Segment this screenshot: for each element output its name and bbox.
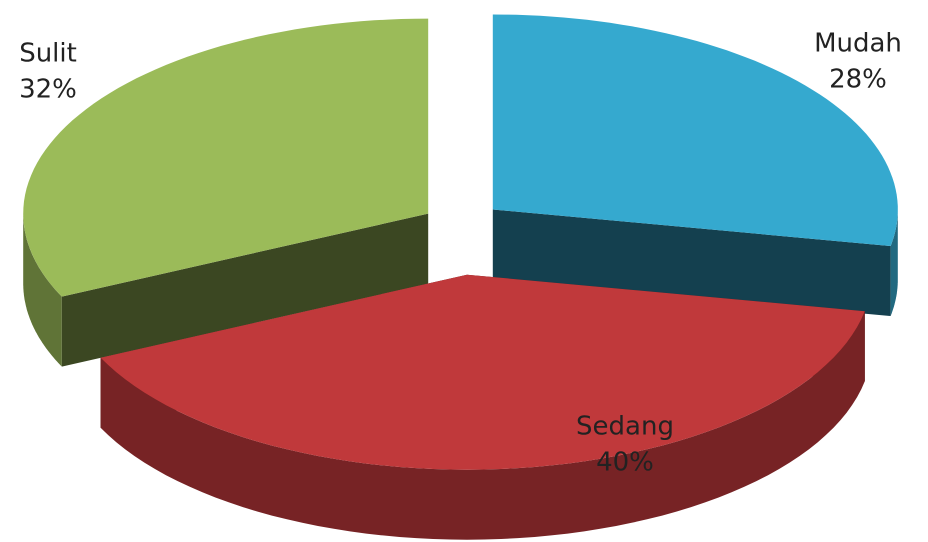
pie-slice — [492, 14, 898, 316]
pie-slice — [100, 274, 865, 540]
slice-outer-wall — [890, 209, 898, 316]
slice-outer-wall — [100, 311, 865, 540]
slice-category-label: Mudah — [814, 29, 902, 59]
slice-top — [492, 14, 898, 246]
slice-top — [100, 274, 865, 470]
slice-outer-wall — [23, 213, 62, 367]
slice-value-label: 40% — [596, 448, 654, 478]
slice-value-label: 28% — [829, 65, 887, 95]
slice-value-label: 32% — [19, 75, 77, 105]
slice-category-label: Sedang — [576, 412, 674, 442]
pie-slice — [23, 18, 429, 367]
slice-top — [23, 18, 429, 297]
slice-side-wall — [492, 209, 891, 316]
slice-side-wall — [61, 213, 429, 367]
slice-category-label: Sulit — [19, 39, 77, 69]
